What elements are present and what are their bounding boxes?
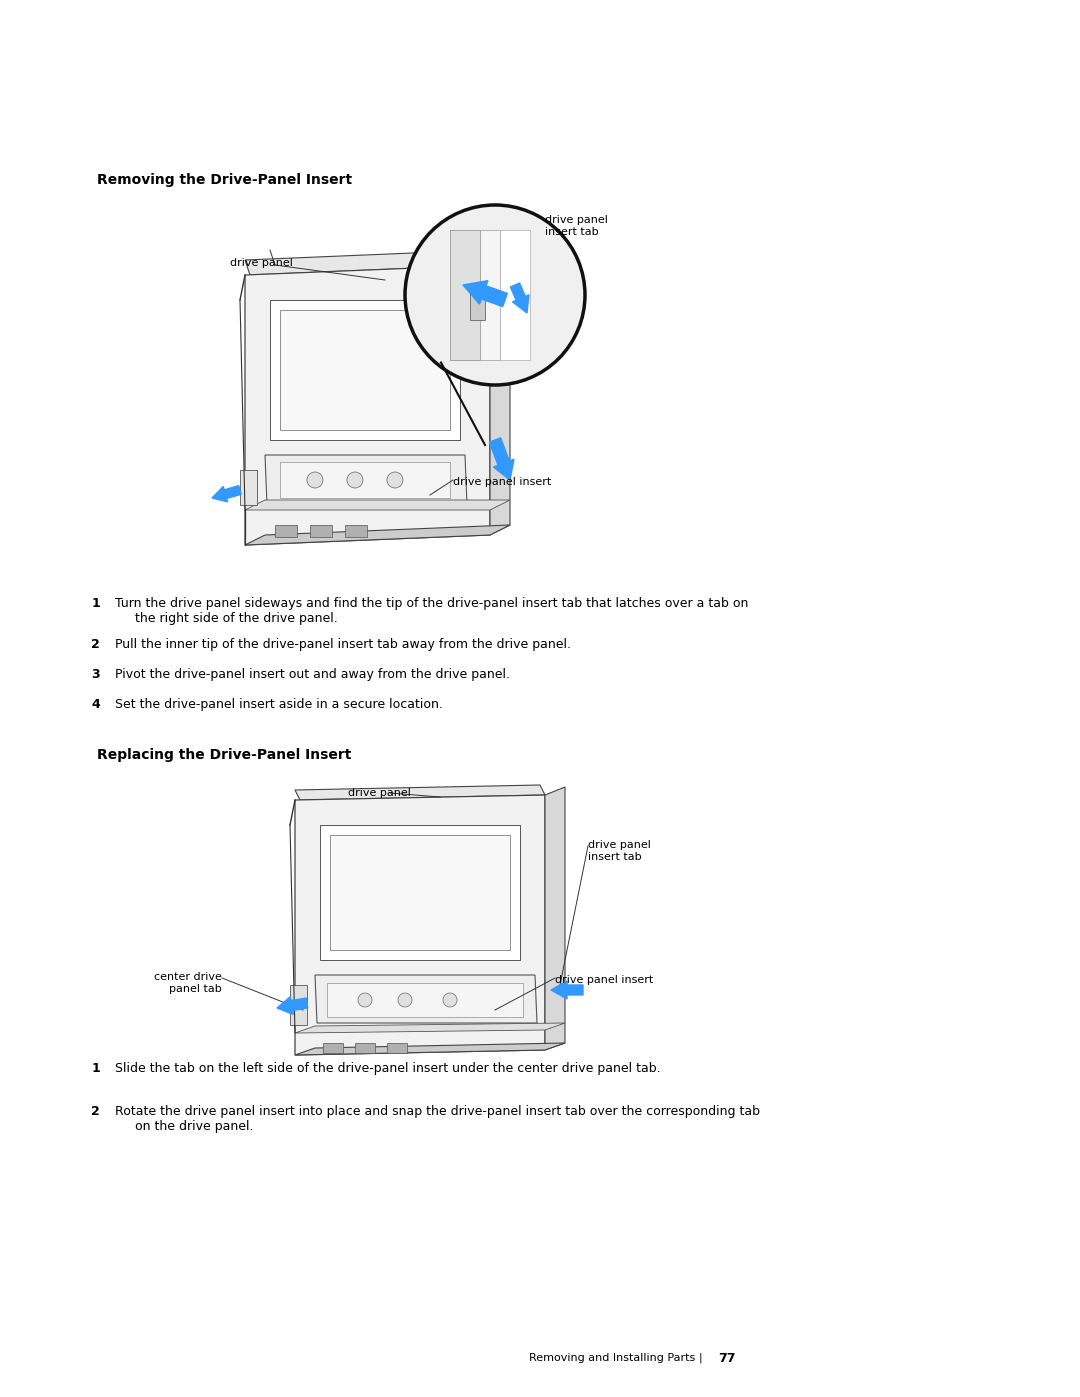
Text: 3: 3 — [92, 668, 100, 680]
Polygon shape — [245, 250, 490, 275]
Text: Slide the tab on the left side of the drive-panel insert under the center drive : Slide the tab on the left side of the dr… — [114, 1062, 661, 1076]
Polygon shape — [245, 525, 510, 545]
Polygon shape — [270, 300, 460, 440]
Polygon shape — [275, 525, 297, 536]
Polygon shape — [245, 265, 490, 545]
Polygon shape — [295, 1044, 565, 1055]
Polygon shape — [295, 795, 545, 1055]
Circle shape — [347, 472, 363, 488]
Text: 4: 4 — [91, 698, 100, 711]
Circle shape — [443, 993, 457, 1007]
Polygon shape — [295, 1023, 565, 1032]
Text: 2: 2 — [91, 1105, 100, 1118]
FancyArrow shape — [212, 486, 241, 502]
Circle shape — [405, 205, 585, 386]
Text: 1: 1 — [91, 1062, 100, 1076]
Text: Set the drive-panel insert aside in a secure location.: Set the drive-panel insert aside in a se… — [114, 698, 443, 711]
Polygon shape — [450, 231, 480, 360]
Text: drive panel insert: drive panel insert — [453, 476, 551, 488]
Text: 1: 1 — [91, 597, 100, 610]
Circle shape — [307, 472, 323, 488]
Text: 77: 77 — [718, 1351, 735, 1365]
Polygon shape — [490, 256, 510, 535]
Polygon shape — [500, 231, 530, 360]
Polygon shape — [280, 310, 450, 430]
Polygon shape — [330, 835, 510, 950]
Polygon shape — [280, 462, 450, 497]
Polygon shape — [387, 1044, 407, 1053]
FancyArrow shape — [463, 281, 508, 306]
Text: Pull the inner tip of the drive-panel insert tab away from the drive panel.: Pull the inner tip of the drive-panel in… — [114, 638, 571, 651]
Circle shape — [357, 993, 372, 1007]
Text: drive panel
insert tab: drive panel insert tab — [588, 840, 651, 862]
Polygon shape — [240, 469, 257, 504]
Text: Removing and Installing Parts: Removing and Installing Parts — [529, 1354, 696, 1363]
Text: Rotate the drive panel insert into place and snap the drive-panel insert tab ove: Rotate the drive panel insert into place… — [114, 1105, 760, 1133]
Polygon shape — [545, 787, 565, 1051]
Text: Removing the Drive-Panel Insert: Removing the Drive-Panel Insert — [97, 173, 352, 187]
Text: drive panel insert: drive panel insert — [555, 975, 653, 985]
Text: |: | — [698, 1352, 702, 1363]
Circle shape — [399, 993, 411, 1007]
Circle shape — [387, 472, 403, 488]
Text: Replacing the Drive-Panel Insert: Replacing the Drive-Panel Insert — [97, 747, 351, 761]
Polygon shape — [295, 785, 545, 800]
Polygon shape — [355, 1044, 375, 1053]
Polygon shape — [480, 231, 500, 360]
Text: center drive
panel tab: center drive panel tab — [154, 972, 222, 993]
FancyArrow shape — [489, 437, 514, 481]
FancyArrow shape — [511, 284, 529, 313]
Polygon shape — [245, 500, 510, 510]
Polygon shape — [470, 285, 485, 320]
Polygon shape — [345, 525, 367, 536]
Text: Turn the drive panel sideways and find the tip of the drive-panel insert tab tha: Turn the drive panel sideways and find t… — [114, 597, 748, 624]
Polygon shape — [291, 985, 307, 1025]
Polygon shape — [310, 525, 332, 536]
Text: drive panel
insert tab: drive panel insert tab — [545, 215, 608, 236]
Text: drive panel: drive panel — [348, 788, 410, 798]
FancyArrow shape — [276, 996, 308, 1014]
Text: Pivot the drive-panel insert out and away from the drive panel.: Pivot the drive-panel insert out and awa… — [114, 668, 510, 680]
Polygon shape — [265, 455, 467, 504]
FancyArrow shape — [551, 981, 583, 999]
Polygon shape — [315, 975, 537, 1023]
Polygon shape — [327, 983, 523, 1017]
Polygon shape — [320, 826, 519, 960]
Polygon shape — [323, 1044, 343, 1053]
Text: drive panel: drive panel — [230, 258, 293, 268]
Text: 2: 2 — [91, 638, 100, 651]
